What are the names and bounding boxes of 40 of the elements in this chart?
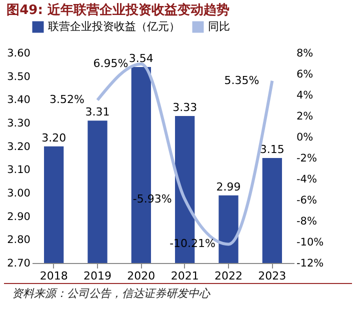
y-tick-label: 2.90 <box>7 210 30 223</box>
y2-tick-label: 8% <box>296 48 314 60</box>
data-label: 3.52% <box>50 93 84 106</box>
y2-tick-label: -8% <box>296 216 317 228</box>
y2-tick-label: -10% <box>296 236 324 248</box>
data-label: 6.95% <box>93 57 128 70</box>
x-tick-label: 2020 <box>127 270 156 282</box>
x-tick-label: 2022 <box>214 270 242 282</box>
data-label: 3.33 <box>172 101 198 114</box>
y-tick-label: 3.50 <box>7 70 30 83</box>
legend-label: 联营企业投资收益（亿元） <box>48 20 180 33</box>
y2-tick-label: -12% <box>296 258 324 270</box>
y-tick-label: 3.60 <box>7 48 30 60</box>
y-tick-label: 3.10 <box>7 164 30 176</box>
legend-label: 同比 <box>208 20 230 33</box>
y-tick-label: 3.40 <box>7 94 30 106</box>
y-tick-label: 3.30 <box>7 118 30 130</box>
data-label: 3.15 <box>260 143 284 156</box>
data-label: 3.20 <box>42 131 66 144</box>
x-tick-label: 2018 <box>40 270 68 282</box>
y2-tick-label: 6% <box>296 68 314 80</box>
y2-tick-label: -4% <box>296 174 317 186</box>
y-tick-label: 3.00 <box>7 188 30 200</box>
y2-tick-label: -2% <box>296 152 317 164</box>
x-tick-label: 2021 <box>170 270 199 282</box>
x-tick-label: 2019 <box>84 270 112 282</box>
y2-tick-label: 0% <box>296 132 314 144</box>
data-label: 3.54 <box>128 52 154 65</box>
chart-title: 图49: 近年联营企业投资收益变动趋势 <box>6 2 230 18</box>
data-label: 3.31 <box>85 106 110 119</box>
y2-tick-label: -6% <box>296 194 317 206</box>
data-label: 2.99 <box>216 180 241 194</box>
y-tick-label: 2.70 <box>7 258 30 270</box>
data-label: 5.35% <box>224 74 260 87</box>
y2-tick-label: 4% <box>296 90 314 102</box>
y-tick-label: 3.20 <box>7 140 30 153</box>
y2-tick-label: 2% <box>296 110 314 122</box>
x-tick-label: 2023 <box>258 270 286 282</box>
text: 资料来源：公司公告，信达证券研发中心 <box>4 283 352 303</box>
y-tick-label: 2.80 <box>7 234 30 246</box>
